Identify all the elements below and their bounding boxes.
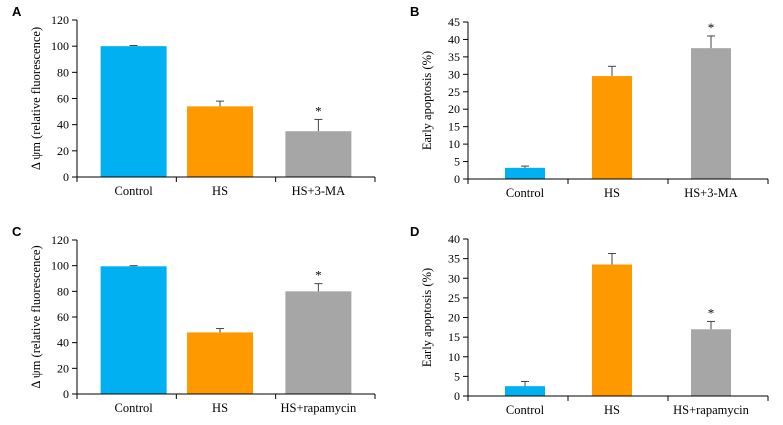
bar	[592, 264, 632, 396]
category-label: Control	[506, 186, 545, 200]
error-bar	[707, 35, 715, 49]
y-tick-label: 80	[57, 284, 69, 298]
significance-marker: *	[708, 20, 715, 35]
category-label: HS+rapamycin	[673, 403, 750, 417]
y-tick-label: 35	[448, 252, 460, 266]
y-tick-label: 0	[454, 389, 460, 403]
category-label: HS+3-MA	[684, 186, 738, 200]
significance-marker: *	[315, 268, 322, 283]
panel-b: B Early apoptosis (%) Control HS * HS+3-MA 0 5 1…	[410, 4, 769, 200]
y-tick-label: 100	[51, 259, 69, 273]
y-tick-label: 40	[448, 232, 460, 246]
y-tick-label: 100	[51, 39, 69, 53]
y-tick-label: 35	[448, 50, 460, 64]
panel-letter: B	[410, 4, 419, 19]
panel-letter: D	[410, 224, 419, 239]
y-tick-label: 15	[448, 120, 460, 134]
y-tick-label: 45	[448, 15, 460, 29]
error-bar	[314, 283, 323, 292]
significance-marker: *	[708, 305, 715, 320]
y-tick-label: 0	[454, 172, 460, 186]
y-tick-label: 0	[63, 387, 69, 401]
category-label: Control	[115, 401, 154, 415]
y-axis-title: Δ ψm (relative fluorescence)	[29, 27, 43, 170]
error-bar	[129, 265, 138, 267]
error-bar	[521, 380, 529, 387]
bar	[505, 167, 545, 179]
error-bar	[608, 65, 616, 77]
y-tick-label: 10	[448, 137, 460, 151]
significance-marker: *	[315, 103, 322, 118]
y-tick-label: 20	[57, 144, 69, 158]
bar	[285, 131, 352, 177]
y-tick-label: 30	[448, 67, 460, 81]
y-tick-label: 120	[51, 13, 69, 27]
y-axis-title: Δ ψm (relative fluorescence)	[29, 245, 43, 388]
y-tick-label: 60	[57, 92, 69, 106]
error-bar	[707, 320, 715, 330]
y-axis-title: Early apoptosis (%)	[420, 268, 434, 367]
category-label: Control	[115, 184, 154, 198]
y-tick-label: 30	[448, 271, 460, 285]
error-bar	[314, 118, 323, 132]
category-label: HS	[212, 184, 228, 198]
y-tick-label: 5	[454, 369, 460, 383]
panel-letter: A	[12, 4, 22, 19]
bar	[100, 266, 167, 394]
y-tick-label: 15	[448, 330, 460, 344]
error-bar	[608, 253, 616, 265]
bar	[691, 48, 731, 179]
bar	[285, 291, 352, 394]
y-tick-label: 60	[57, 310, 69, 324]
y-tick-label: 120	[51, 233, 69, 247]
panel-a: A Δ ψm (relative fluorescence) Control HS * H…	[12, 4, 376, 198]
y-tick-label: 80	[57, 65, 69, 79]
category-label: HS	[212, 401, 228, 415]
y-tick-label: 40	[448, 32, 460, 46]
y-tick-label: 10	[448, 350, 460, 364]
category-label: HS	[604, 403, 620, 417]
error-bar	[129, 45, 138, 47]
bar	[100, 46, 167, 177]
y-tick-label: 40	[57, 336, 69, 350]
y-tick-label: 25	[448, 85, 460, 99]
bar	[187, 106, 254, 177]
category-label: Control	[506, 403, 545, 417]
panel-d: D Early apoptosis (%) Control HS * HS+rapamyc…	[410, 224, 769, 417]
category-label: HS	[604, 186, 620, 200]
error-bar	[216, 100, 225, 107]
panel-c: C Δ ψm (relative fluorescence) Control HS * H…	[12, 224, 376, 415]
category-label: HS+3-MA	[292, 184, 346, 198]
y-tick-label: 20	[448, 311, 460, 325]
bar	[592, 76, 632, 179]
y-tick-label: 25	[448, 291, 460, 305]
y-tick-label: 20	[57, 361, 69, 375]
panel-letter: C	[12, 224, 22, 239]
y-tick-label: 5	[454, 155, 460, 169]
y-tick-label: 20	[448, 102, 460, 116]
bar	[691, 329, 731, 396]
y-axis-title: Early apoptosis (%)	[420, 51, 434, 150]
category-label: HS+rapamycin	[280, 401, 357, 415]
y-tick-label: 0	[63, 170, 69, 184]
bar	[505, 386, 545, 396]
error-bar	[521, 165, 529, 168]
error-bar	[216, 328, 225, 333]
y-tick-label: 40	[57, 118, 69, 132]
bar	[187, 332, 254, 394]
